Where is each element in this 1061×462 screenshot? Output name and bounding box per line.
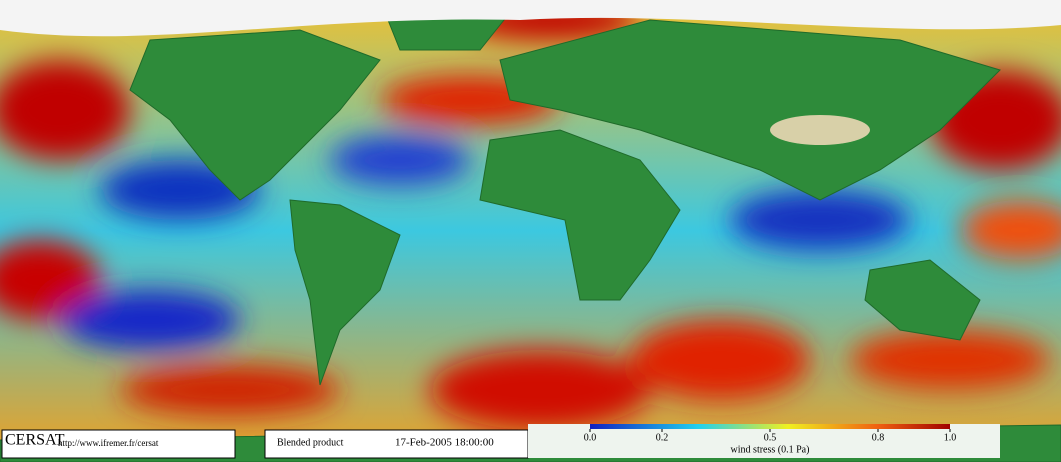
tick-label: 0.5 [764, 432, 777, 443]
datetime: 17-Feb-2005 18:00:00 [395, 437, 494, 449]
logo-box [1, 429, 236, 459]
tick-label: 0.0 [584, 432, 597, 443]
product-box [264, 429, 529, 459]
wind-field [0, 0, 1061, 430]
tick-label: 0.8 [872, 432, 885, 443]
tick-label: 0.2 [656, 432, 669, 443]
logo: CERSAT [5, 432, 65, 449]
url: http://www.ifremer.fr/cersat [58, 438, 159, 448]
colorbar-label: wind stress (0.1 Pa) [731, 444, 810, 455]
tick-label: 1.0 [944, 432, 957, 443]
colorbar-box [528, 424, 1000, 458]
plateau [770, 115, 870, 145]
product: Blended product [277, 437, 344, 448]
ice [0, 0, 1061, 37]
colorbar-ticks: 0.0 0.2 0.5 0.8 1.0 [584, 429, 957, 443]
colorbar [590, 424, 950, 429]
